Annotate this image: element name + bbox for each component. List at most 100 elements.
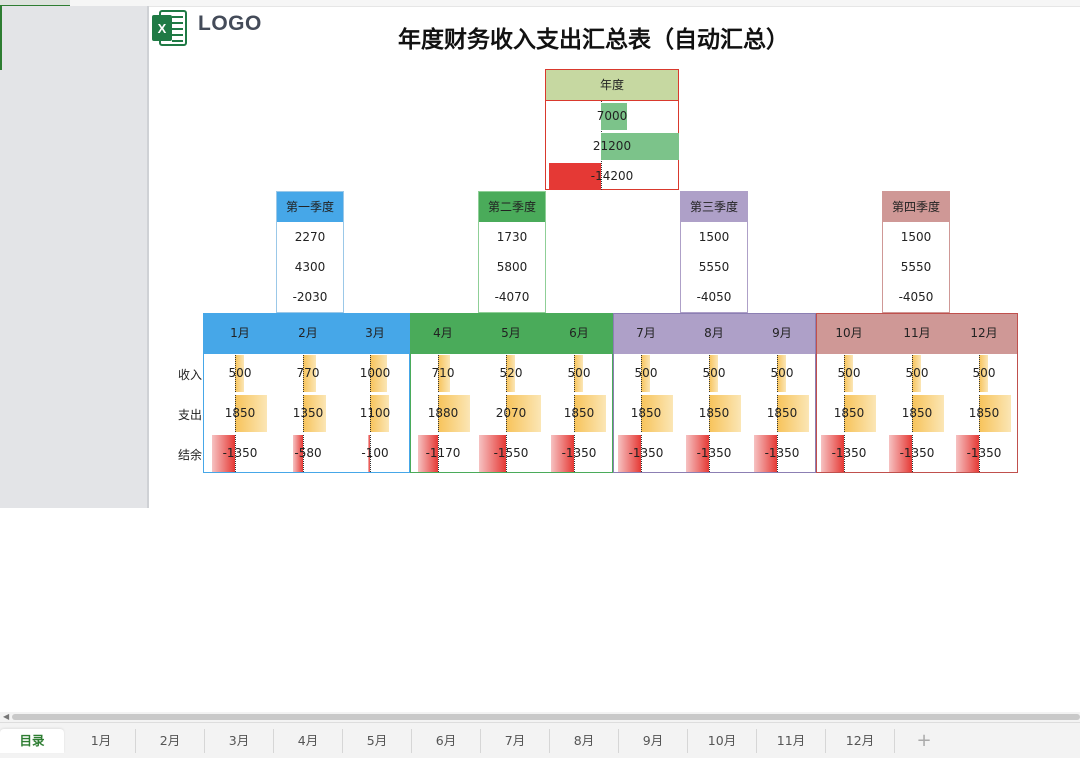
- month-10-expense-bar: [844, 395, 876, 432]
- month-header-11: 11月: [903, 326, 931, 340]
- month-7-expense-bar: [641, 395, 673, 432]
- quarter-1-header: 第一季度: [277, 192, 343, 222]
- month-6-expense-bar: [574, 395, 606, 432]
- sheet-tab-feb[interactable]: 2月: [136, 729, 205, 753]
- month-8-balance-cell: -1350: [681, 434, 747, 472]
- month-4-income-axis: [438, 355, 439, 392]
- month-9-balance-value: -1350: [764, 446, 800, 460]
- month-header-2: 2月: [298, 326, 318, 340]
- month-5-expense-bar: [506, 395, 542, 432]
- month-5-income-value: 520: [499, 366, 523, 380]
- month-10-income-value: 500: [837, 366, 861, 380]
- month-10-income-axis: [844, 355, 845, 392]
- sheet-tab-mar[interactable]: 3月: [205, 729, 274, 753]
- sheet-tab-aug[interactable]: 8月: [550, 729, 619, 753]
- month-1-balance-cell: -1350: [207, 434, 273, 472]
- row-label-expense: 支出: [178, 408, 203, 422]
- add-sheet-button[interactable]: +: [916, 730, 932, 751]
- logo-text: LOGO: [198, 12, 262, 35]
- page-title: 年度财务收入支出汇总表（自动汇总）: [398, 27, 789, 53]
- month-10-expense-value: 1850: [833, 406, 865, 420]
- horizontal-scrollbar[interactable]: ◀: [0, 712, 1080, 722]
- month-11-expense-axis: [912, 395, 913, 432]
- month-12-expense-bar: [979, 395, 1011, 432]
- month-9-expense-cell: 1850: [749, 394, 815, 432]
- scroll-left-icon[interactable]: ◀: [3, 712, 10, 721]
- quarter-3-balance: -4050: [696, 290, 732, 304]
- month-header-4: 4月: [433, 326, 453, 340]
- month-9-expense-bar: [777, 395, 809, 432]
- month-6-balance-cell: -1350: [546, 434, 612, 472]
- sheet-tab-oct[interactable]: 10月: [688, 729, 757, 753]
- sheet-tab-nov[interactable]: 11月: [757, 729, 826, 753]
- month-3-balance-bar: [368, 435, 370, 472]
- month-4-balance-value: -1170: [425, 446, 461, 460]
- month-6-balance-value: -1350: [561, 446, 597, 460]
- month-10-income-bar: [844, 355, 853, 392]
- month-header-5: 5月: [501, 326, 521, 340]
- month-header-1: 1月: [230, 326, 250, 340]
- month-12-income-bar: [979, 355, 988, 392]
- year-income-cell: 7000: [546, 101, 678, 131]
- month-2-balance-value: -580: [294, 446, 322, 460]
- sheet-tab-index[interactable]: 目录: [0, 729, 64, 753]
- month-11-balance-bar: [888, 435, 912, 472]
- year-income-bar: [601, 103, 627, 130]
- month-8-income-value: 500: [702, 366, 726, 380]
- month-11-expense-bar: [912, 395, 944, 432]
- sheet-tab-jul[interactable]: 7月: [481, 729, 550, 753]
- month-10-balance-bar: [820, 435, 844, 472]
- month-3-income-value: 1000: [359, 366, 391, 380]
- sheet-tab-may[interactable]: 5月: [343, 729, 412, 753]
- sheet-tab-jan[interactable]: 1月: [67, 729, 136, 753]
- month-12-balance-bar: [955, 435, 979, 472]
- month-1-income-axis: [235, 355, 236, 392]
- month-2-balance-axis: [303, 435, 304, 472]
- sheet-tab-dec[interactable]: 12月: [826, 729, 895, 753]
- month-header-8: 8月: [704, 326, 724, 340]
- month-3-balance-axis: [370, 435, 371, 472]
- month-header-9: 9月: [772, 326, 792, 340]
- month-12-balance-cell: -1350: [951, 434, 1017, 472]
- month-8-expense-value: 1850: [698, 406, 730, 420]
- sheet-tab-jun[interactable]: 6月: [412, 729, 481, 753]
- quarter-1-income: 2270: [294, 230, 326, 244]
- month-header-6: 6月: [569, 326, 589, 340]
- month-6-balance-bar: [550, 435, 574, 472]
- quarter-4-income: 1500: [900, 230, 932, 244]
- month-8-income-axis: [709, 355, 710, 392]
- month-10-balance-value: -1350: [831, 446, 867, 460]
- quarter-3-header: 第三季度: [681, 192, 747, 222]
- month-12-balance-value: -1350: [966, 446, 1002, 460]
- month-12-expense-cell: 1850: [951, 394, 1017, 432]
- scrollbar-thumb[interactable]: [12, 714, 1080, 720]
- month-6-expense-axis: [574, 395, 575, 432]
- month-header-10: 10月: [835, 326, 863, 340]
- month-12-income-axis: [979, 355, 980, 392]
- sheet-tab-apr[interactable]: 4月: [274, 729, 343, 753]
- month-11-balance-value: -1350: [899, 446, 935, 460]
- month-1-balance-bar: [211, 435, 235, 472]
- months-q2-group: [410, 313, 613, 473]
- month-3-expense-value: 1100: [359, 406, 391, 420]
- month-5-expense-axis: [506, 395, 507, 432]
- sheet-tab-sep[interactable]: 9月: [619, 729, 688, 753]
- month-8-income-bar: [709, 355, 718, 392]
- month-1-income-value: 500: [228, 366, 252, 380]
- month-1-expense-value: 1850: [224, 406, 256, 420]
- month-12-income-value: 500: [972, 366, 996, 380]
- excel-icon: X: [152, 10, 187, 46]
- quarter-1-expense: 4300: [294, 260, 326, 274]
- year-expense-value: 21200: [592, 139, 632, 153]
- months-q3-header: [614, 314, 815, 354]
- month-2-balance-bar: [293, 435, 303, 472]
- month-8-expense-axis: [709, 395, 710, 432]
- month-10-balance-axis: [844, 435, 845, 472]
- month-12-expense-value: 1850: [968, 406, 1000, 420]
- month-1-expense-axis: [235, 395, 236, 432]
- month-3-expense-cell: 1100: [342, 394, 408, 432]
- quarter-1-box: 第一季度 2270 4300 -2030: [276, 191, 344, 313]
- row-label-balance: 结余: [178, 448, 203, 462]
- month-6-income-cell: 500: [546, 354, 612, 392]
- month-11-balance-axis: [912, 435, 913, 472]
